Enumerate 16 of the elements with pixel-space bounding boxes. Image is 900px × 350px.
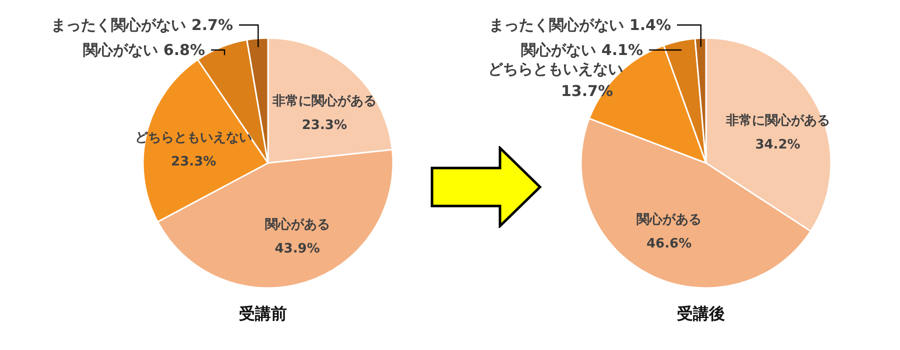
data-label: 23.3%	[171, 154, 216, 170]
data-label: 43.9%	[274, 241, 320, 256]
slice-label: まったく関心がない 1.4%	[489, 16, 671, 34]
slice-label: 関心がある	[264, 216, 330, 232]
slice-label: どちらともいえない	[488, 60, 623, 78]
slice-label: 関心がある	[636, 212, 702, 228]
slice-label: 関心がない 4.1%	[521, 41, 643, 59]
slice-label: 関心がない 6.8%	[83, 41, 205, 59]
data-label: 23.3%	[302, 118, 348, 134]
slice-label: まったく関心がない 2.7%	[51, 16, 233, 34]
data-label: 34.2%	[755, 137, 800, 152]
data-label: 46.6%	[646, 236, 692, 252]
text: 受講前	[238, 304, 288, 325]
slice-label: 非常に関心がある	[271, 93, 376, 110]
text: 受講後	[676, 304, 726, 325]
slice-label: 非常に関心がある	[724, 112, 830, 128]
